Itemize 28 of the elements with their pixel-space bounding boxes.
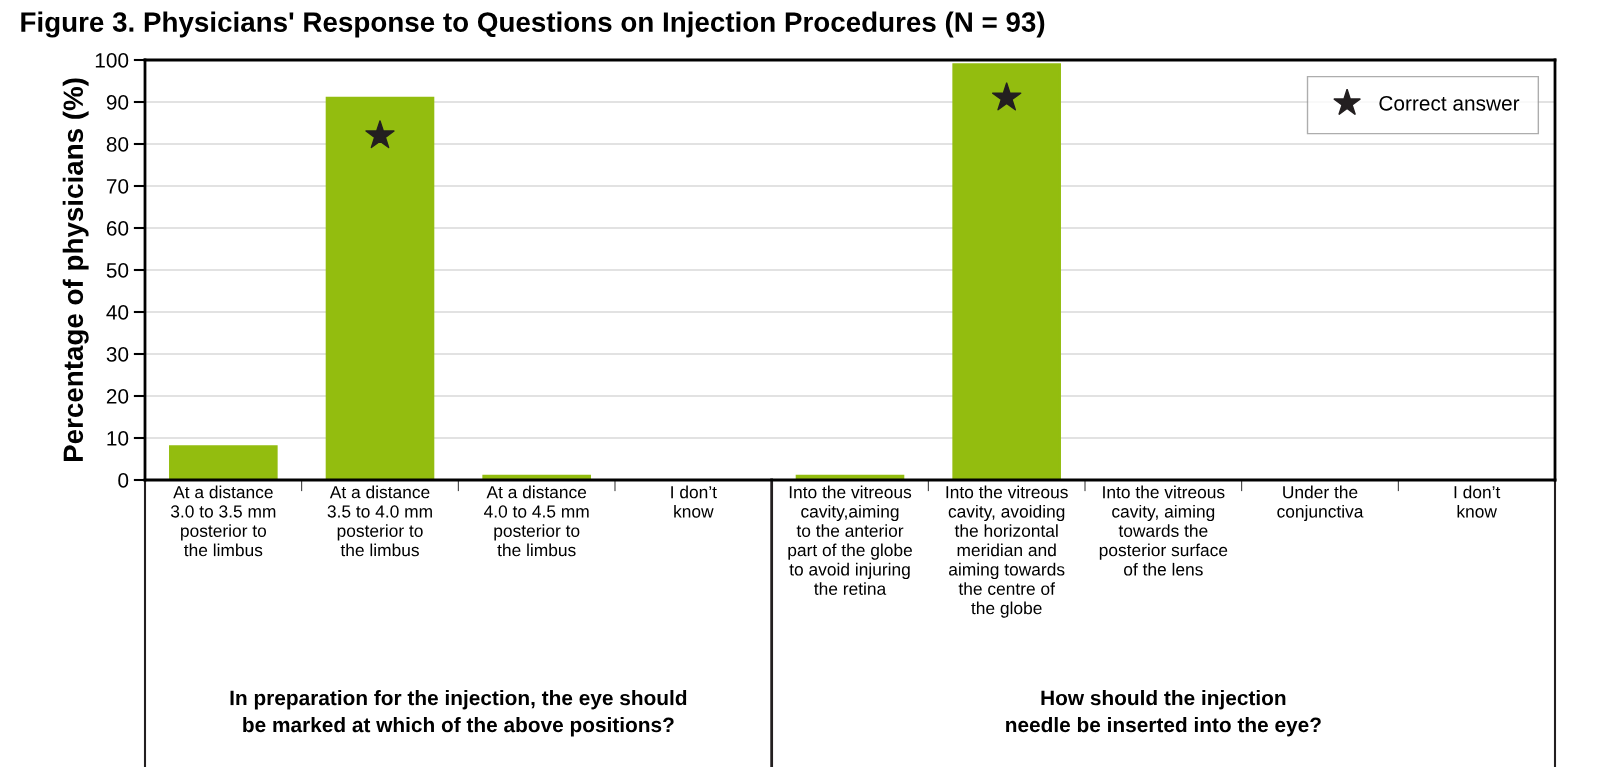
chart-title: Figure 3. Physicians' Response to Questions on Injection Procedures (N = 93) (21, 11, 1045, 38)
bar (952, 63, 1061, 480)
legend-label: Correct answer (1379, 95, 1520, 111)
text: How should the injection needle be inserted into the eye? (1006, 690, 1321, 737)
y-tick-label: 10 (107, 431, 129, 446)
y-tick-label: 50 (106, 263, 129, 278)
x-tick-label: At a distance 3.0 to 3.5 mm posterior to the limbus (170, 485, 276, 557)
y-tick-label: 40 (106, 305, 129, 320)
x-tick-label: At a distance 4.0 to 4.5 mm posterior to the limbus (484, 485, 589, 557)
bar (169, 445, 278, 480)
y-tick-label: 100 (95, 53, 129, 68)
x-tick-label: Into the vitreous cavity,aiming to the anterior part of the globe to avoid injuring the retina (788, 485, 912, 595)
y-tick-label: 70 (106, 179, 129, 194)
x-tick-label: I don’t know (671, 485, 717, 518)
x-tick-label: Under the conjunctiva (1277, 485, 1364, 522)
y-axis-title: Percentage of physicians (%) (62, 78, 89, 462)
x-tick-label: Into the vitreous cavity, aiming towards the posterior surface of the lens (1099, 485, 1228, 576)
y-tick-label: 30 (106, 347, 129, 362)
x-tick-label: Into the vitreous cavity, avoiding the horizontal meridian and aiming towards the centre of the globe (946, 485, 1068, 618)
y-tick-label: 0 (118, 473, 129, 488)
bar (325, 96, 435, 480)
x-tick-label: At a distance 3.5 to 4.0 mm posterior to the limbus (327, 485, 432, 557)
x-tick-label: I don’t know (1454, 485, 1501, 518)
text: In preparation for the injection, the eye should be marked at which of the above positions? (230, 690, 687, 737)
y-tick-label: 20 (106, 389, 129, 404)
y-tick-label: 60 (106, 221, 129, 236)
y-tick-label: 80 (106, 137, 129, 152)
y-tick-label: 90 (106, 95, 129, 110)
